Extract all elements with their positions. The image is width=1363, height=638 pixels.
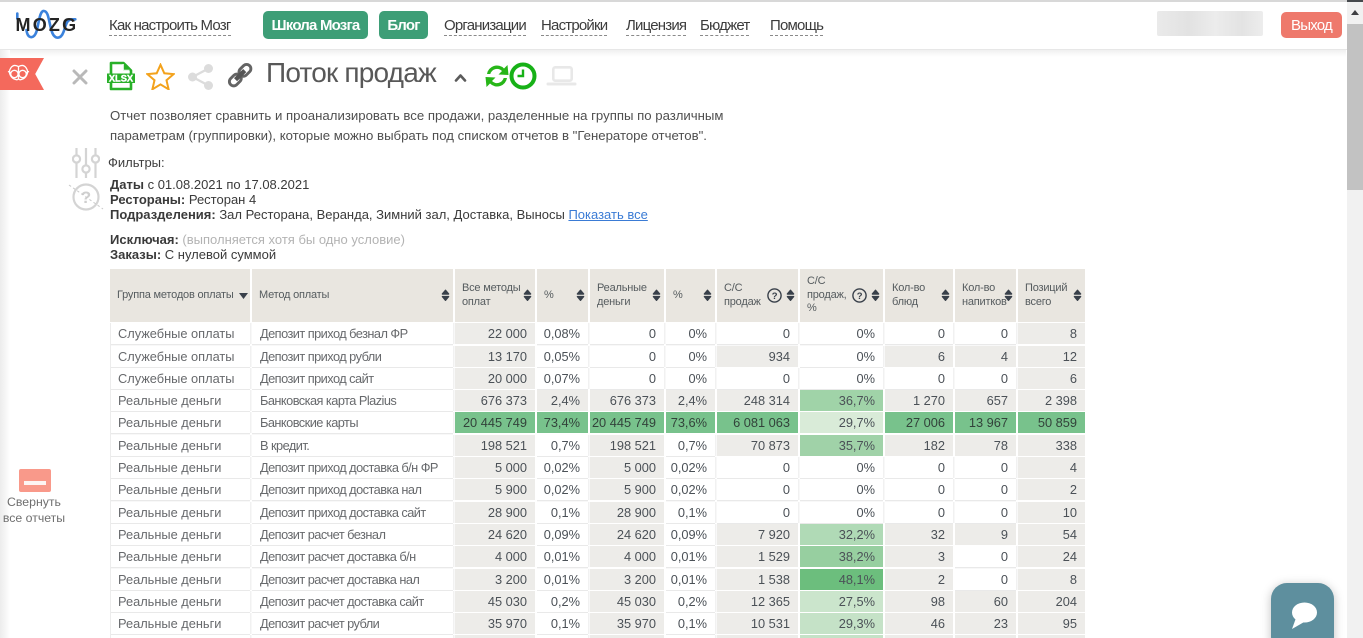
svg-text:MOZG: MOZG bbox=[16, 15, 79, 35]
svg-text:?: ? bbox=[857, 291, 863, 302]
svg-text:?: ? bbox=[772, 291, 778, 302]
svg-text:XLSX: XLSX bbox=[109, 73, 134, 83]
